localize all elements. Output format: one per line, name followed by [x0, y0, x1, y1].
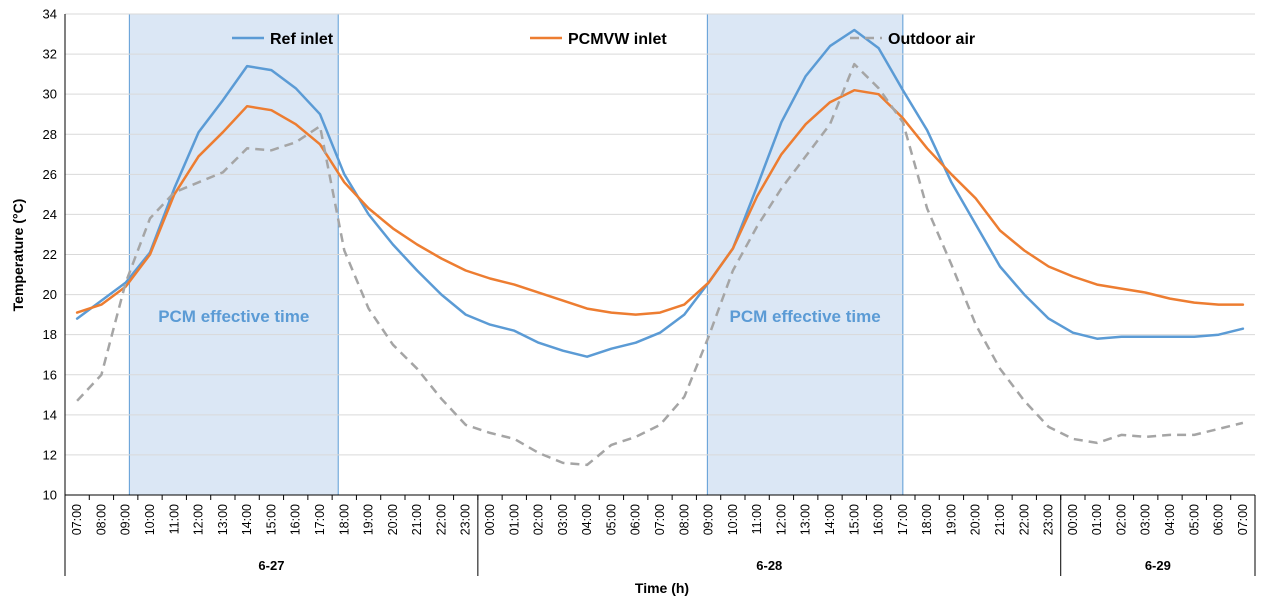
x-tick-label: 07:00 [70, 504, 84, 535]
x-tick-label: 13:00 [216, 504, 230, 535]
x-tick-label: 00:00 [1066, 504, 1080, 535]
x-tick-label: 06:00 [1212, 504, 1226, 535]
x-tick-label: 07:00 [1236, 504, 1250, 535]
region-label: PCM effective time [158, 307, 309, 326]
y-tick-label: 24 [43, 207, 57, 222]
x-tick-label: 09:00 [119, 504, 133, 535]
x-tick-label: 00:00 [483, 504, 497, 535]
series-lines [75, 28, 1245, 467]
x-tick-label: 12:00 [774, 504, 788, 535]
x-tick-label: 08:00 [677, 504, 691, 535]
region-labels: PCM effective time PCM effective time [158, 307, 880, 326]
x-tick-label: 03:00 [1139, 504, 1153, 535]
y-axis-title: Temperature (°C) [10, 199, 26, 312]
y-tick-label: 10 [43, 488, 57, 503]
series-line-pcmvw-inlet [75, 88, 1245, 316]
x-tick-label: 22:00 [434, 504, 448, 535]
y-tick-label: 20 [43, 287, 57, 302]
y-tick-label: 32 [43, 47, 57, 62]
date-group-label: 6-28 [756, 558, 782, 573]
x-tick-label: 09:00 [702, 504, 716, 535]
x-tick-label: 14:00 [823, 504, 837, 535]
gridlines [65, 13, 1255, 456]
x-tick-label: 11:00 [750, 504, 764, 534]
x-tick-label: 20:00 [969, 504, 983, 535]
y-tick-label: 16 [43, 367, 57, 382]
x-tick-label: 23:00 [1042, 504, 1056, 535]
date-group-label: 6-29 [1145, 558, 1171, 573]
x-tick-label: 01:00 [507, 504, 521, 535]
x-tick-label: 04:00 [1163, 504, 1177, 535]
region-label: PCM effective time [730, 307, 881, 326]
x-tick-labels: 07:00 08:00 09:00 10:00 11:00 12:00 13:00 14:00… [70, 504, 1250, 535]
x-tick-label: 23:00 [459, 504, 473, 535]
x-tick-label: 17:00 [896, 504, 910, 535]
x-tick-label: 13:00 [799, 504, 813, 535]
y-tick-label: 30 [43, 87, 57, 102]
legend-label: PCMVW inlet [568, 31, 667, 48]
series-line-outdoor-air [76, 62, 1244, 467]
x-tick-label: 21:00 [993, 504, 1007, 535]
legend-label: Ref inlet [270, 31, 334, 48]
x-tick-label: 19:00 [944, 504, 958, 535]
x-tick-label: 03:00 [556, 504, 570, 535]
x-axis-title: Time (h) [635, 580, 689, 596]
x-tick-label: 15:00 [264, 504, 278, 535]
x-tick-label: 22:00 [1017, 504, 1031, 535]
y-tick-label: 28 [43, 127, 57, 142]
y-tick-label: 14 [43, 407, 57, 422]
x-tick-label: 12:00 [192, 504, 206, 535]
x-tick-label: 10:00 [726, 504, 740, 535]
x-tick-label: 17:00 [313, 504, 327, 535]
series-line-ref-inlet [75, 28, 1245, 358]
axes [64, 14, 1256, 576]
legend-label: Outdoor air [888, 31, 975, 48]
y-tick-label: 34 [43, 7, 57, 22]
x-tick-label: 20:00 [386, 504, 400, 535]
x-tick-label: 01:00 [1090, 504, 1104, 535]
legend: Ref inlet PCMVW inlet Outdoor air [232, 31, 975, 48]
x-tick-label: 18:00 [337, 504, 351, 535]
y-tick-label: 12 [43, 447, 57, 462]
x-tick-label: 10:00 [143, 504, 157, 535]
x-tick-label: 19:00 [362, 504, 376, 535]
x-tick-label: 07:00 [653, 504, 667, 535]
date-group-label: 6-27 [258, 558, 284, 573]
x-tick-label: 14:00 [240, 504, 254, 535]
x-tick-label: 02:00 [532, 504, 546, 535]
date-group-labels: 6-27 6-28 6-29 [258, 558, 1170, 573]
y-tick-labels: 10 12 14 16 18 20 22 24 26 28 30 32 34 [43, 7, 57, 503]
x-tick-label: 11:00 [167, 504, 181, 534]
y-tick-label: 22 [43, 247, 57, 262]
x-tick-label: 18:00 [920, 504, 934, 535]
x-tick-label: 06:00 [629, 504, 643, 535]
x-tick-label: 02:00 [1114, 504, 1128, 535]
x-tick-label: 16:00 [289, 504, 303, 535]
x-tick-label: 05:00 [604, 504, 618, 535]
x-tick-label: 04:00 [580, 504, 594, 535]
x-tick-label: 05:00 [1187, 504, 1201, 535]
y-tick-label: 26 [43, 167, 57, 182]
x-tick-label: 21:00 [410, 504, 424, 535]
x-tick-label: 16:00 [872, 504, 886, 535]
x-tick-label: 08:00 [94, 504, 108, 535]
x-tick-label: 15:00 [847, 504, 861, 535]
y-tick-label: 18 [43, 327, 57, 342]
